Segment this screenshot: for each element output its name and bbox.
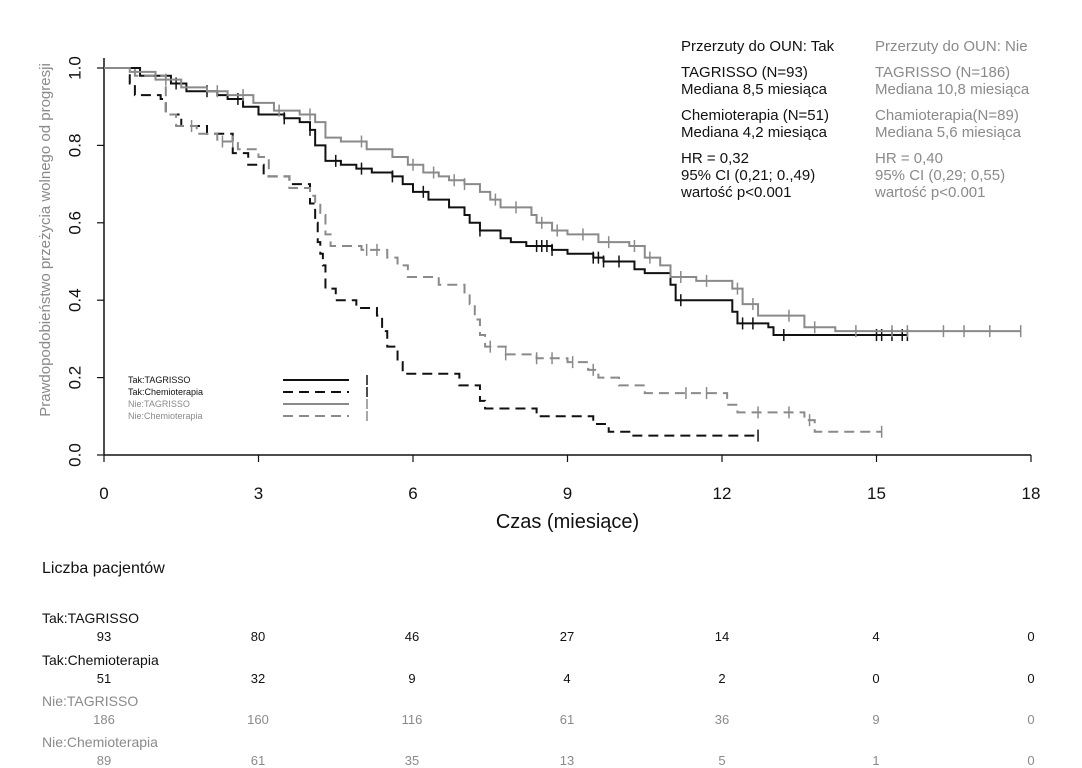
km-curve-nie-tagrisso (104, 67, 1021, 333)
risk-count: 1 (872, 753, 880, 768)
annotation-column-no: Przerzuty do OUN: Nie TAGRISSO (N=186) M… (875, 38, 1029, 201)
x-tick-label: 3 (254, 484, 263, 503)
cns-yes-tagrisso-median: Mediana 8,5 miesiąca (681, 81, 827, 98)
risk-count: 4 (872, 629, 880, 644)
risk-count: 2 (718, 671, 726, 686)
chart-axes: 0 3 6 9 12 15 18 0.0 0.2 0.4 0.6 0.8 1.0 Czas (miesią… (37, 56, 1040, 533)
x-tick-label: 0 (99, 484, 108, 503)
cns-no-hr: HR = 0,40 (875, 150, 943, 167)
risk-count: 46 (404, 629, 420, 644)
risk-count: 116 (401, 712, 423, 727)
cns-yes-header: Przerzuty do OUN: Tak (681, 38, 835, 55)
cns-yes-hr: HR = 0,32 (681, 150, 749, 167)
risk-count: 0 (1027, 712, 1035, 727)
km-curves (104, 67, 1022, 442)
cns-no-tagrisso-median: Mediana 10,8 miesiąca (875, 81, 1030, 98)
risk-count: 89 (96, 753, 112, 768)
risk-count: 36 (714, 712, 730, 727)
risk-count: 32 (250, 671, 266, 686)
risk-count: 4 (563, 671, 571, 686)
risk-count: 61 (559, 712, 575, 727)
risk-count: 93 (96, 629, 112, 644)
y-tick-label: 0.0 (65, 443, 84, 467)
x-tick-label: 9 (563, 484, 572, 503)
x-tick-label: 18 (1022, 484, 1041, 503)
km-curve-tak-tagrisso (104, 67, 908, 337)
y-tick-label: 0.8 (65, 134, 84, 158)
chart-legend: Tak:TAGRISSO Tak:Chemioterapia Nie:TAGRISS… (128, 375, 368, 421)
risk-count: 14 (714, 629, 730, 644)
cns-no-pvalue: wartość p<0.001 (875, 184, 986, 201)
risk-row-label: Nie:TAGRISSO (42, 693, 139, 709)
legend-label: Tak:Chemioterapia (128, 387, 203, 397)
km-curve-tak-chemioterapia (104, 67, 759, 437)
legend-label: Nie:Chemioterapia (128, 411, 203, 421)
legend-label: Tak:TAGRISSO (128, 375, 190, 385)
cns-no-ci: 95% CI (0,29; 0,55) (875, 167, 1006, 184)
cns-yes-tagrisso-n: TAGRISSO (N=93) (681, 64, 808, 81)
risk-count: 51 (96, 671, 112, 686)
cns-no-header: Przerzuty do OUN: Nie (875, 38, 1028, 55)
x-tick-label: 12 (713, 484, 732, 503)
cns-yes-chemo-median: Mediana 4,2 miesiąca (681, 124, 827, 141)
y-axis-label: Prawdopodobieństwo przeżycia wolnego od … (37, 63, 54, 417)
cns-no-tagrisso-n: TAGRISSO (N=186) (875, 64, 1011, 81)
km-chart: 0 3 6 9 12 15 18 0.0 0.2 0.4 0.6 0.8 1.0 Czas (miesią… (37, 56, 1040, 533)
cns-no-chemo-median: Mediana 5,6 miesiąca (875, 124, 1021, 141)
risk-count: 0 (1027, 671, 1035, 686)
risk-row-label: Tak:Chemioterapia (42, 652, 159, 668)
risk-count: 9 (872, 712, 880, 727)
risk-count: 35 (404, 753, 420, 768)
y-tick-label: 0.2 (65, 366, 84, 390)
risk-count: 9 (408, 671, 416, 686)
cns-yes-pvalue: wartość p<0.001 (681, 184, 792, 201)
x-tick-label: 6 (408, 484, 417, 503)
risk-count: 13 (559, 753, 575, 768)
risk-count: 27 (559, 629, 575, 644)
cns-yes-chemo-n: Chemioterapia (N=51) (681, 107, 829, 124)
risk-count: 0 (872, 671, 880, 686)
y-tick-label: 0.4 (65, 288, 84, 312)
cns-no-chemo-n: Chamioterapia(N=89) (875, 107, 1019, 124)
y-tick-label: 1.0 (65, 56, 84, 80)
risk-count: 160 (247, 712, 269, 727)
cns-yes-ci: 95% CI (0,21; 0.,49) (681, 167, 816, 184)
risk-count: 61 (250, 753, 266, 768)
risk-count: 80 (250, 629, 266, 644)
risk-count: 0 (1027, 629, 1035, 644)
legend-label: Nie:TAGRISSO (128, 399, 190, 409)
y-tick-label: 0.6 (65, 211, 84, 235)
risk-row-label: Tak:TAGRISSO (42, 610, 139, 626)
km-curve-nie-chemioterapia (104, 67, 882, 433)
risk-table-title: Liczba pacjentów (42, 560, 165, 577)
annotation-column-yes: Przerzuty do OUN: Tak TAGRISSO (N=93) Me… (681, 38, 834, 201)
risk-count: 186 (93, 712, 115, 727)
risk-count: 0 (1027, 753, 1035, 768)
x-axis-label: Czas (miesiące) (496, 511, 639, 533)
risk-count: 5 (718, 753, 726, 768)
x-tick-label: 15 (867, 484, 886, 503)
risk-row-label: Nie:Chemioterapia (42, 734, 158, 750)
